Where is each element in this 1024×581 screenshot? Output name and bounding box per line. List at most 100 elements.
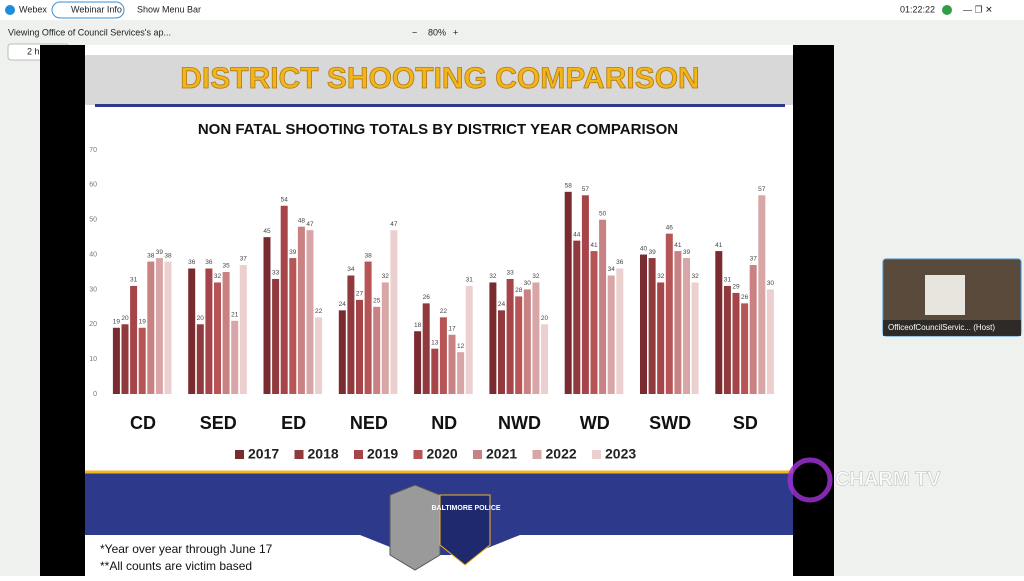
value-label: 32 [382,273,390,280]
bar [691,282,699,394]
value-label: 39 [289,249,297,256]
value-label: 13 [431,339,439,346]
value-label: 26 [741,294,749,301]
app-bar [0,0,1024,20]
legend-label: 2017 [248,446,279,462]
x-tick-label: SED [200,413,237,433]
zoom-in[interactable]: + [453,27,458,37]
note: *Year over year through June 17 [100,542,273,556]
bar [465,285,473,394]
window-controls[interactable]: — ❐ ✕ [963,4,993,14]
bar [222,272,230,394]
value-label: 39 [156,249,164,256]
value-label: 32 [489,273,497,280]
bar [590,251,598,394]
value-label: 38 [364,252,372,259]
value-label: 39 [648,249,656,256]
bar [715,251,723,394]
value-label: 20 [541,315,549,322]
webinar-info-button[interactable] [51,1,125,19]
value-label: 33 [272,270,280,277]
bar [422,303,430,394]
value-label: 36 [616,259,624,266]
value-label: 29 [732,284,740,291]
chart-title: NON FATAL SHOOTING TOTALS BY DISTRICT YE… [198,121,678,138]
bar [231,320,239,394]
legend-swatch [413,450,423,459]
value-label: 19 [139,318,147,325]
bar [532,282,540,394]
value-label: 24 [339,301,347,308]
bar [214,282,221,394]
value-label: 32 [532,273,540,280]
legend-label: 2022 [546,446,577,462]
bar [414,331,422,394]
bar [239,265,247,394]
value-label: 40 [640,245,648,252]
banner-rule [95,104,785,107]
value-label: 36 [205,259,213,266]
legend-label: 2018 [308,446,339,462]
value-label: 57 [582,186,590,193]
bar [683,258,690,394]
value-label: 12 [457,343,465,350]
webex-icon [5,5,15,15]
bar [564,191,572,394]
bar [164,261,172,394]
value-label: 46 [666,224,674,231]
legend-swatch [473,450,482,459]
bar [272,278,280,394]
menu-toggle[interactable]: Show Menu Bar [137,4,201,14]
bar [390,230,398,394]
value-label: 30 [524,280,532,287]
value-label: 45 [263,228,271,235]
value-label: 41 [590,242,598,249]
y-tick-label: 50 [89,217,97,224]
bar [155,258,163,394]
zoom-out[interactable]: − [412,27,417,37]
bar [766,289,774,394]
value-label: 34 [347,266,355,273]
bar [599,219,607,394]
value-label: 37 [750,256,758,263]
y-tick-label: 60 [89,182,97,189]
participant-label-bg [883,320,1021,336]
bar [749,265,757,394]
legend-swatch [235,450,244,459]
timer: 01:22:22 [900,4,935,14]
value-label: 19 [113,318,121,325]
legend-label: 2019 [367,446,398,462]
value-label: 44 [573,231,581,238]
webinar-info[interactable]: Webinar Info [71,4,122,14]
value-label: 47 [390,221,398,228]
bar [573,240,581,394]
app-name: Webex [19,4,47,14]
value-label: 54 [281,196,289,203]
note: **All counts are victim based [100,559,252,573]
bar [338,310,346,394]
bar [448,334,456,394]
value-label: 33 [506,270,514,277]
bar [758,195,766,394]
value-label: 31 [724,277,732,284]
value-label: 32 [691,273,699,280]
value-label: 47 [306,221,314,228]
bar [741,303,749,394]
legend-label: 2023 [605,446,636,462]
x-tick-label: NED [350,413,388,433]
x-tick-label: SWD [649,413,691,433]
watermark: CHARM TV [835,468,941,490]
value-label: 17 [448,325,456,332]
bar [280,205,288,394]
bar [381,282,389,394]
bar [616,268,624,394]
bar [732,292,740,394]
value-label: 38 [164,252,172,259]
bar [130,285,138,394]
badge-right [439,494,491,566]
y-tick-label: 30 [89,286,97,293]
bar [607,275,615,394]
y-tick-label: 70 [89,147,97,154]
